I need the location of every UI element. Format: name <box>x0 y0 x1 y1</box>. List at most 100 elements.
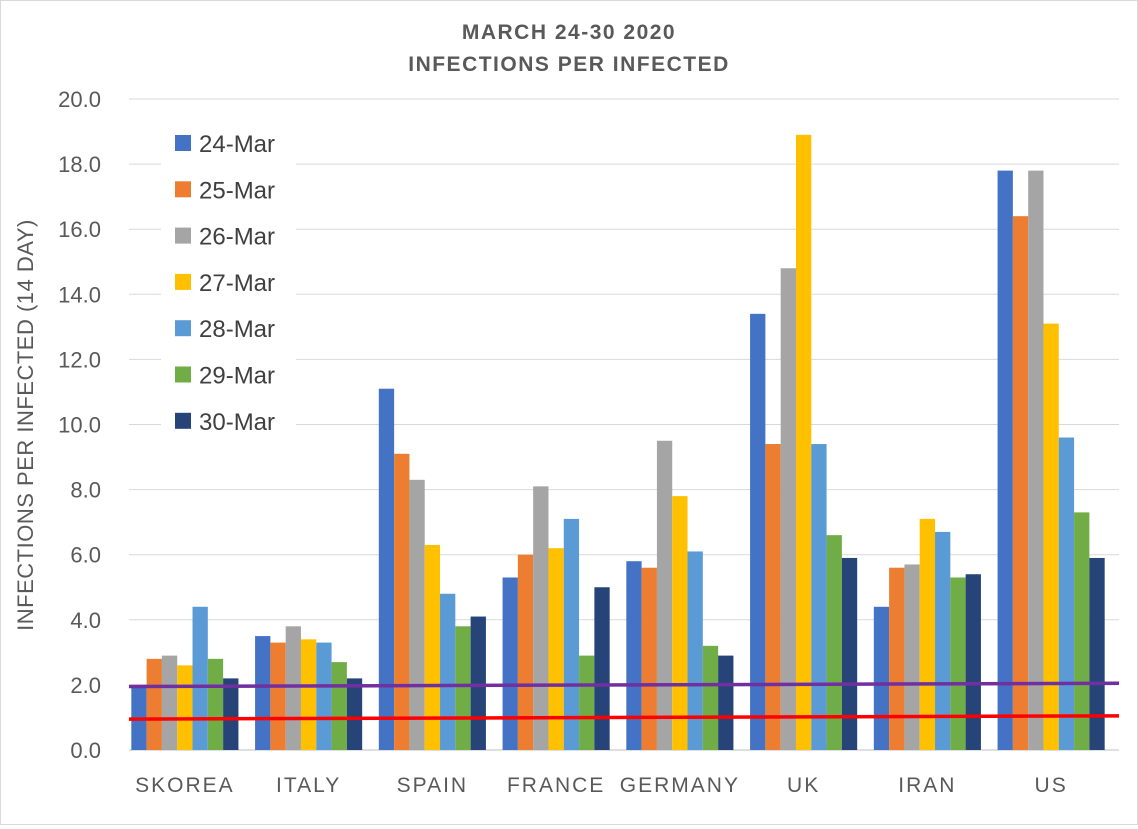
bar-italy-30-mar <box>346 678 363 750</box>
category-labels: SKOREA ITALY SPAIN FRANCE GERMANY UK IRAN US <box>135 774 1068 797</box>
bar-france-29-mar <box>579 655 595 750</box>
category-label: US <box>1035 774 1068 797</box>
bar-us-29-mar <box>1074 512 1090 750</box>
legend-label: 24-Mar <box>199 131 275 158</box>
bar-uk-28-mar <box>811 444 827 750</box>
bar-iran-24-mar <box>873 606 890 750</box>
y-tick-label: 12.0 <box>58 347 101 372</box>
bar-italy-27-mar <box>300 639 317 750</box>
category-label: GERMANY <box>620 774 740 797</box>
y-tick-labels: 0.0 2.0 4.0 6.0 8.0 10.0 12.0 14.0 16.0 18.0 20.0 <box>58 87 101 763</box>
bar-spain-29-mar <box>455 626 471 750</box>
bar-spain-26-mar <box>409 479 425 750</box>
bar-uk-24-mar <box>750 313 766 750</box>
bar-italy-25-mar <box>270 642 286 750</box>
bar-us-24-mar <box>997 170 1013 751</box>
y-tick-label: 16.0 <box>58 217 101 242</box>
bar-italy-29-mar <box>331 662 347 750</box>
legend-swatch <box>175 181 191 198</box>
y-tick-label: 8.0 <box>70 478 101 503</box>
reference-line-2 <box>128 714 1120 721</box>
bar-germany-29-mar <box>702 645 719 750</box>
y-tick-label: 2.0 <box>70 673 101 698</box>
y-tick-label: 18.0 <box>58 152 101 177</box>
bar-skorea-29-mar <box>207 658 224 750</box>
bar-iran-30-mar <box>965 574 981 750</box>
bar-france-25-mar <box>517 554 534 750</box>
y-tick-label: 4.0 <box>70 608 101 633</box>
category-label: IRAN <box>898 774 956 797</box>
chart-title-line-2: INFECTIONS PER INFECTED <box>408 53 730 76</box>
bar-iran-29-mar <box>950 577 966 750</box>
bar-marks <box>131 134 1105 751</box>
y-tick-label: 6.0 <box>70 543 101 568</box>
legend: 24-Mar 25-Mar 26-Mar 27-Mar 28-Mar 29-Mar 30-M… <box>161 119 296 444</box>
bar-germany-28-mar <box>687 551 703 750</box>
bar-spain-24-mar <box>378 388 395 750</box>
bar-france-24-mar <box>502 577 518 750</box>
bar-france-28-mar <box>563 518 580 750</box>
bar-iran-25-mar <box>889 567 905 750</box>
bar-france-27-mar <box>548 548 564 750</box>
y-tick-label: 14.0 <box>58 282 101 307</box>
category-label: ITALY <box>276 774 341 797</box>
bar-iran-27-mar <box>919 518 936 750</box>
bar-italy-26-mar <box>285 626 301 750</box>
bar-spain-25-mar <box>394 453 410 750</box>
bar-us-27-mar <box>1043 323 1059 750</box>
legend-label: 26-Mar <box>199 224 275 251</box>
y-axis-label: INFECTIONS PER INFECTED (14 DAY) <box>13 219 38 631</box>
category-label: SKOREA <box>135 774 235 797</box>
bar-skorea-25-mar <box>146 658 162 750</box>
bar-uk-25-mar <box>765 444 781 750</box>
reference-line-1 <box>128 681 1120 689</box>
legend-swatch <box>175 366 191 383</box>
bar-germany-24-mar <box>626 561 642 750</box>
bar-iran-26-mar <box>904 564 920 750</box>
category-label: UK <box>787 774 820 797</box>
y-tick-label: 10.0 <box>58 413 101 438</box>
bar-germany-26-mar <box>656 440 673 750</box>
bar-skorea-28-mar <box>192 606 208 750</box>
legend-swatch <box>175 412 191 429</box>
bar-spain-27-mar <box>424 544 441 750</box>
y-tick-label: 0.0 <box>70 738 101 763</box>
bar-skorea-26-mar <box>161 655 178 750</box>
bar-france-26-mar <box>533 486 549 750</box>
bar-us-25-mar <box>1012 216 1029 750</box>
bar-germany-27-mar <box>672 496 688 750</box>
chart-title-line-1: MARCH 24-30 2020 <box>462 21 676 44</box>
legend-swatch <box>175 135 191 151</box>
bar-germany-25-mar <box>641 567 657 750</box>
bar-spain-28-mar <box>440 593 456 750</box>
bar-us-30-mar <box>1089 557 1105 750</box>
legend-swatch <box>175 273 191 290</box>
bar-italy-24-mar <box>255 636 271 750</box>
legend-label: 28-Mar <box>199 316 275 343</box>
legend-label: 25-Mar <box>199 177 275 204</box>
bar-uk-30-mar <box>841 557 858 750</box>
y-tick-label: 20.0 <box>58 87 101 112</box>
bar-iran-28-mar <box>935 531 951 750</box>
legend-label: 29-Mar <box>199 363 275 390</box>
bar-skorea-27-mar <box>177 665 193 750</box>
legend-swatch <box>175 227 191 244</box>
bar-uk-29-mar <box>826 535 842 750</box>
category-label: SPAIN <box>397 774 468 797</box>
bar-france-30-mar <box>594 587 610 750</box>
bar-spain-30-mar <box>470 616 486 750</box>
bar-uk-26-mar <box>780 268 796 750</box>
bar-us-28-mar <box>1058 437 1075 750</box>
bar-germany-30-mar <box>718 655 734 750</box>
bar-uk-27-mar <box>795 134 812 750</box>
legend-label: 27-Mar <box>199 270 275 297</box>
reference-lines <box>128 681 1120 721</box>
bar-italy-28-mar <box>316 642 332 750</box>
legend-label: 30-Mar <box>199 409 275 436</box>
bar-us-26-mar <box>1028 170 1044 751</box>
category-label: FRANCE <box>507 774 605 797</box>
bar-skorea-30-mar <box>223 678 239 750</box>
legend-swatch <box>175 320 191 337</box>
